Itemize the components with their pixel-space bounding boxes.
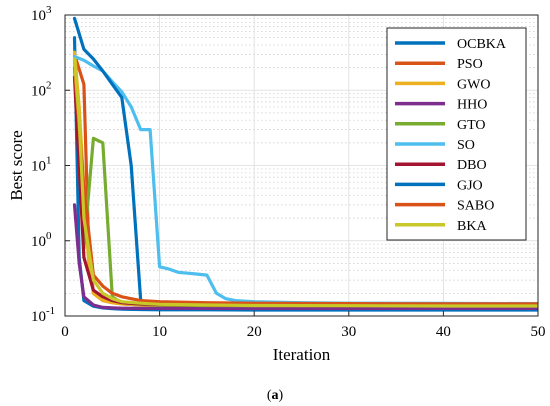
y-axis-label: Best score	[7, 130, 26, 200]
x-tick-label: 0	[61, 324, 69, 340]
legend-label-gto: GTO	[457, 118, 486, 133]
caption-close: )	[279, 388, 284, 403]
legend-label-pso: PSO	[457, 57, 483, 72]
y-tick-label: 101	[31, 155, 52, 175]
y-tick-base: 10	[31, 159, 46, 175]
series-line-bka	[72, 57, 538, 308]
y-tick-label: 103	[31, 4, 52, 24]
y-tick-exponent: -1	[46, 305, 55, 317]
x-tick-label: 20	[247, 324, 262, 340]
series-line-sabo	[72, 65, 538, 306]
caption-open: (	[267, 388, 272, 403]
y-tick-label: 100	[31, 230, 52, 250]
y-tick-base: 10	[31, 234, 46, 250]
x-tick-label: 30	[341, 324, 356, 340]
series-line-hho	[72, 203, 538, 310]
y-tick-base: 10	[31, 8, 46, 24]
legend: OCBKA PSO GWO HHO GTO SO DBO GJO SABO BKA	[386, 27, 527, 241]
legend-label-dbo: DBO	[457, 158, 487, 173]
x-axis-label: Iteration	[273, 345, 331, 364]
y-tick-exponent: 3	[46, 4, 52, 16]
legend-label-sabo: SABO	[457, 199, 494, 214]
figure-caption: (a)	[267, 388, 284, 403]
y-tick-base: 10	[31, 83, 46, 99]
y-tick-label: 102	[31, 79, 52, 99]
legend-label-bka: BKA	[457, 219, 487, 234]
legend-label-gwo: GWO	[457, 77, 490, 92]
y-tick-exponent: 1	[46, 155, 52, 167]
caption-letter: a	[272, 388, 279, 403]
x-tick-label: 10	[152, 324, 167, 340]
x-tick-labels: 0 10 20 30 40 50	[61, 324, 545, 340]
series-layer	[72, 16, 538, 312]
y-tick-exponent: 2	[46, 79, 52, 91]
minor-grid	[65, 18, 538, 294]
legend-label-hho: HHO	[457, 98, 487, 113]
x-tick-label: 40	[436, 324, 451, 340]
y-tick-label: 10-1	[31, 305, 55, 325]
y-tick-base: 10	[31, 309, 46, 325]
x-tick-label: 50	[531, 324, 546, 340]
tick-marks	[64, 14, 539, 317]
y-tick-exponent: 0	[46, 230, 52, 242]
legend-label-so: SO	[457, 138, 475, 153]
legend-label-ocbka: OCBKA	[457, 37, 507, 52]
legend-label-gjo: GJO	[457, 178, 483, 193]
